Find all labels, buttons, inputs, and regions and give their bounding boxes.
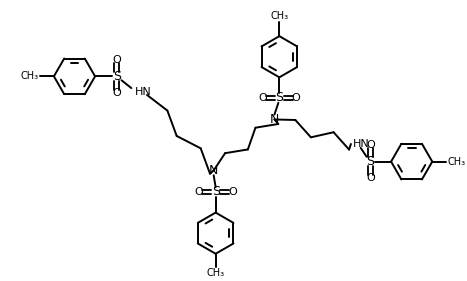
Text: HN: HN	[135, 87, 152, 97]
Text: O: O	[258, 93, 267, 103]
Text: S: S	[212, 185, 219, 198]
Text: O: O	[366, 140, 375, 150]
Text: O: O	[112, 55, 121, 65]
Text: CH₃: CH₃	[20, 71, 38, 81]
Text: S: S	[276, 91, 283, 105]
Text: S: S	[367, 155, 375, 168]
Text: O: O	[291, 93, 300, 103]
Text: CH₃: CH₃	[270, 12, 289, 21]
Text: O: O	[112, 88, 121, 98]
Text: O: O	[195, 187, 203, 197]
Text: O: O	[366, 173, 375, 183]
Text: CH₃: CH₃	[448, 157, 466, 167]
Text: HN: HN	[353, 139, 369, 149]
Text: N: N	[270, 113, 279, 126]
Text: CH₃: CH₃	[206, 268, 225, 278]
Text: S: S	[113, 70, 120, 83]
Text: O: O	[228, 187, 237, 197]
Text: N: N	[209, 164, 219, 177]
